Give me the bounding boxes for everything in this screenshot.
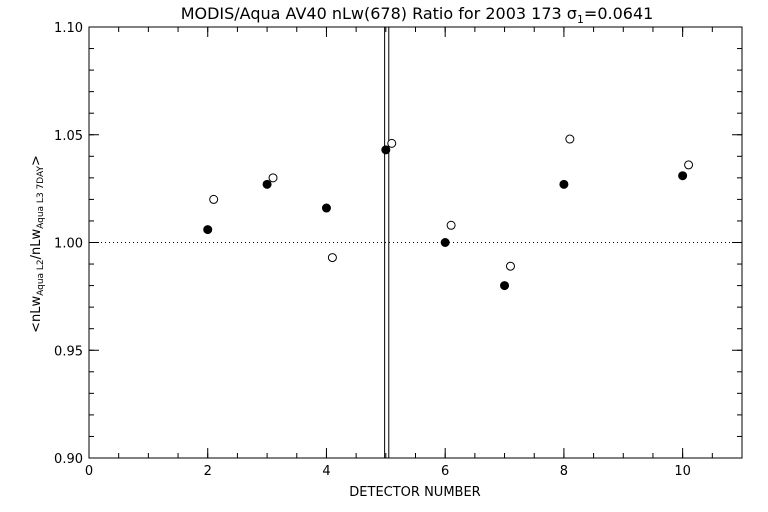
y-axis-label-mid: /nLw [29,228,44,259]
chart-title-sigma-value: =0.0641 [584,4,653,23]
open-point-3 [387,138,397,148]
chart-title-sigma-sub: 1 [577,13,584,26]
plot-frame [88,26,743,459]
filled-point-0 [203,225,213,235]
chart-title: MODIS/Aqua AV40 nLw(678) Ratio for 2003 … [181,4,654,26]
filled-point-5 [500,281,510,291]
y-axis-label-suffix: > [29,155,44,166]
x-tick-label: 8 [560,464,568,479]
filled-point-3 [381,145,391,155]
filled-point-7 [678,171,688,181]
y-tick-label: 0.95 [54,344,83,359]
open-point-7 [684,160,694,170]
y-tick-label: 1.05 [54,129,83,144]
chart-title-main: MODIS/Aqua AV40 nLw(678) Ratio for 2003 … [181,4,567,23]
y-tick-label: 1.10 [54,21,83,36]
filled-point-6 [559,179,569,189]
open-point-5 [505,261,515,271]
x-tick-label: 4 [322,464,330,479]
y-axis-label-prefix: <nLw [29,296,44,333]
y-tick-label: 1.00 [54,237,83,252]
plot-area: 0 2 4 6 8 10 0.90 0.95 1.00 1.05 1.10 [54,21,743,479]
x-tick-label: 6 [441,464,449,479]
x-tick-label: 10 [674,464,691,479]
open-point-6 [565,134,575,144]
x-tick-label: 0 [85,464,93,479]
x-axis-label: DETECTOR NUMBER [349,485,480,500]
y-tick-label: 0.90 [54,452,83,467]
open-point-2 [327,253,337,263]
filled-point-4 [440,238,450,247]
y-axis-label-sub1: Aqua L2 [36,259,46,296]
x-tick-label: 2 [204,464,212,479]
filled-point-1 [262,179,272,189]
y-axis-label: <nLwAqua L2/nLwAqua L3 7DAY> [29,155,46,333]
open-point-0 [209,194,219,204]
open-point-4 [446,220,456,230]
open-point-1 [268,173,278,183]
filled-point-2 [321,203,331,213]
y-axis-label-sub2: Aqua L3 7DAY [36,166,46,229]
chart-title-sigma: σ [567,4,577,23]
